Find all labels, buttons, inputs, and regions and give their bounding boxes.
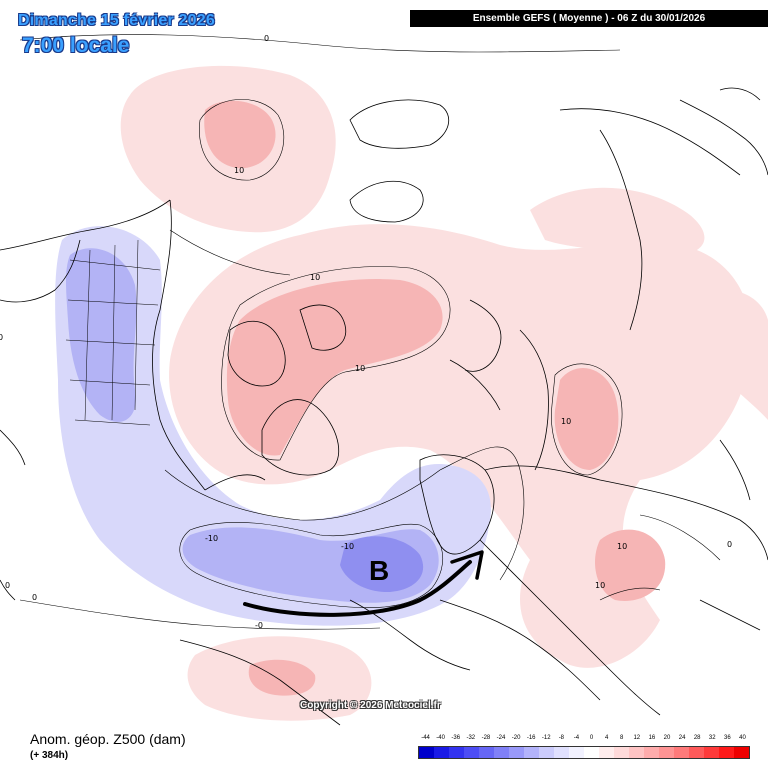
scale-label: -44 — [421, 735, 430, 741]
scale-swatch — [569, 747, 584, 758]
scale-swatch — [734, 747, 749, 758]
contour-label: 10 — [617, 542, 627, 551]
scale-swatch — [479, 747, 494, 758]
east-asia-ridge-area — [690, 289, 768, 420]
north-america-borders — [65, 239, 161, 426]
siberia-ridge-area — [530, 187, 705, 256]
scale-label: 20 — [663, 735, 671, 741]
contour-label: -10 — [205, 534, 218, 543]
negative-anomaly-deep — [340, 536, 424, 593]
scale-swatch — [719, 747, 734, 758]
pacific-core — [204, 100, 276, 169]
scale-swatch — [584, 747, 599, 758]
contour-label: 0 — [5, 581, 10, 590]
scale-swatch — [704, 747, 719, 758]
flow-arrow — [243, 560, 472, 617]
scale-swatch — [434, 747, 449, 758]
trough-deep-center — [340, 536, 424, 593]
lead-time: (+ 384h) — [30, 750, 69, 761]
scale-label: -28 — [481, 735, 491, 741]
color-scale: -44 -40 -36 -32 -28 -24 -20 -16 -12 -8 -4 0 4 8 12 16 20… — [418, 735, 750, 763]
negative-anomaly-layer — [55, 226, 491, 626]
scale-swatch — [449, 747, 464, 758]
scale-label: 40 — [739, 735, 746, 741]
map-variable-title: Anom. géop. Z500 (dam) — [30, 731, 186, 747]
scale-label: -4 — [573, 735, 580, 741]
model-run-banner: Ensemble GEFS ( Moyenne ) - 06 Z du 30/0… — [410, 10, 768, 27]
scale-label: 28 — [693, 735, 701, 741]
scale-bar — [418, 746, 750, 759]
contour-label: -10 — [341, 542, 354, 551]
forecast-date: Dimanche 15 février 2026 — [18, 12, 215, 29]
scale-swatch — [509, 747, 524, 758]
forecast-time: 7:00 locale — [22, 34, 130, 57]
scale-swatch — [659, 747, 674, 758]
trough-core-west — [66, 248, 137, 422]
scale-label: -40 — [436, 735, 445, 741]
contour-label: 10 — [355, 364, 365, 373]
scale-label: -32 — [466, 735, 476, 741]
contour-label: 0 — [0, 333, 3, 342]
scale-swatch — [539, 747, 554, 758]
central-asia-core — [595, 529, 666, 601]
scale-label: -16 — [526, 735, 536, 741]
contour-label: -0 — [255, 621, 263, 630]
contour-label: 0 — [727, 540, 732, 549]
scale-label: -20 — [511, 735, 521, 741]
contour-label: 10 — [234, 166, 244, 175]
scale-label: 4 — [604, 735, 609, 741]
scale-swatch — [464, 747, 479, 758]
contour-label: 10 — [310, 273, 320, 282]
trough-band-area — [55, 226, 491, 626]
copyright-notice: Copyright © 2026 Meteociel.fr — [300, 700, 441, 711]
scale-swatch — [629, 747, 644, 758]
scale-label: 16 — [648, 735, 656, 741]
greenland-core — [226, 279, 443, 456]
scale-label: -8 — [558, 735, 565, 741]
scale-swatch — [644, 747, 659, 758]
positive-anomaly-layer — [120, 65, 768, 721]
scale-swatch — [419, 747, 434, 758]
scale-label: -36 — [451, 735, 461, 741]
scale-swatch — [524, 747, 539, 758]
scale-swatch — [494, 747, 509, 758]
scale-label: 0 — [589, 735, 594, 741]
contour-labels: 0 10 10 10 10 10 10 -10 -10 0 0 -0 0 0 — [0, 34, 732, 630]
contour-label: 0 — [32, 593, 37, 602]
scale-swatch — [554, 747, 569, 758]
scale-labels: -44 -40 -36 -32 -28 -24 -20 -16 -12 -8 -4 0 4 8 12 16 20… — [418, 735, 750, 745]
siberia-core — [554, 368, 619, 470]
scale-label: -12 — [541, 735, 551, 741]
scale-label: -24 — [496, 735, 506, 741]
scale-label: 24 — [678, 735, 686, 741]
scale-label: 32 — [708, 735, 716, 741]
contour-label: 10 — [595, 581, 605, 590]
contour-label: 0 — [264, 34, 269, 43]
contour-lines — [19, 34, 721, 630]
contour-label: 10 — [561, 417, 571, 426]
scale-swatch — [614, 747, 629, 758]
scale-swatch — [689, 747, 704, 758]
scale-label: 8 — [620, 735, 624, 741]
scale-label: 36 — [724, 735, 731, 741]
scale-swatch — [674, 747, 689, 758]
low-pressure-label: B — [369, 555, 389, 586]
positive-anomaly-core — [204, 100, 666, 696]
coastlines — [0, 87, 768, 726]
arrow-head — [450, 550, 484, 580]
scale-swatch — [599, 747, 614, 758]
atlantic-core — [248, 659, 316, 696]
scale-label: 12 — [633, 735, 641, 741]
hand-annotation: B — [243, 550, 484, 617]
